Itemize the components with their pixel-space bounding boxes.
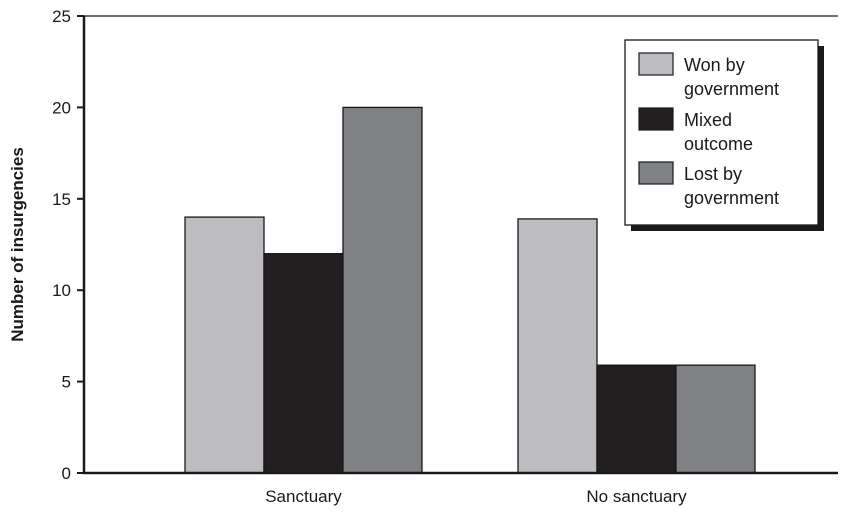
legend-swatch bbox=[638, 161, 674, 185]
bar-mixed-outcome bbox=[596, 364, 677, 474]
bar-won-by-government bbox=[184, 216, 265, 474]
y-tick-label: 20 bbox=[52, 98, 71, 117]
category-label: No sanctuary bbox=[586, 487, 687, 506]
y-tick-label: 25 bbox=[52, 7, 71, 26]
legend-label: government bbox=[684, 79, 779, 99]
bar-mixed-outcome bbox=[263, 252, 344, 474]
legend-swatch bbox=[638, 107, 674, 131]
legend-label: Lost by bbox=[684, 164, 742, 184]
legend-label: Won by bbox=[684, 55, 745, 75]
legend: Won by government Mixed outcome Lost by gover… bbox=[624, 39, 824, 231]
bars-layer bbox=[184, 106, 756, 474]
bar-lost-by-government bbox=[675, 364, 756, 474]
y-axis-title: Number of insurgencies bbox=[8, 147, 27, 342]
legend-swatch bbox=[638, 52, 674, 76]
y-tick-label: 10 bbox=[52, 281, 71, 300]
y-tick-label: 0 bbox=[62, 464, 71, 483]
axes-layer bbox=[82, 15, 838, 475]
bar-lost-by-government bbox=[342, 106, 423, 474]
y-ticks-layer: 0 5 10 15 20 25 bbox=[52, 7, 84, 483]
legend-label: Mixed bbox=[684, 110, 732, 130]
bar-won-by-government bbox=[517, 218, 598, 474]
legend-label: outcome bbox=[684, 134, 753, 154]
category-label: Sanctuary bbox=[265, 487, 342, 506]
legend-label: government bbox=[684, 188, 779, 208]
category-labels-layer: Sanctuary No sanctuary bbox=[265, 487, 687, 506]
y-tick-label: 15 bbox=[52, 190, 71, 209]
y-tick-label: 5 bbox=[62, 373, 71, 392]
